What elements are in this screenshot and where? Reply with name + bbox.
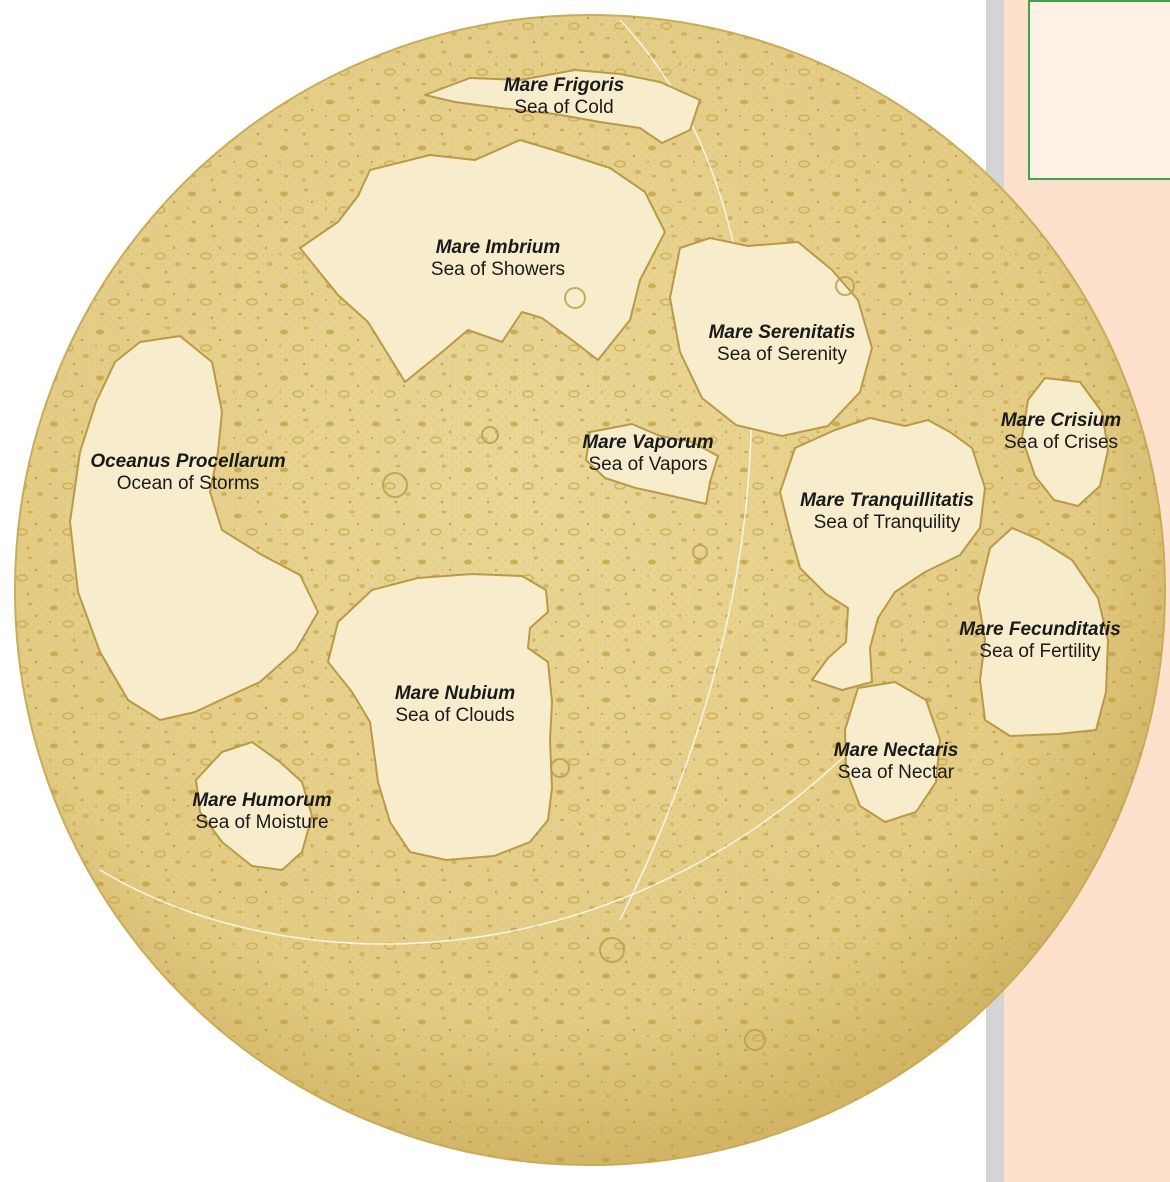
label-mare-serenitatis: Mare Serenitatis Sea of Serenity [709, 322, 856, 366]
label-english: Sea of Nectar [837, 762, 955, 783]
label-latin: Mare Serenitatis [708, 322, 856, 343]
label-mare-fecunditatis: Mare Fecunditatis Sea of Fertility [959, 619, 1121, 663]
label-mare-humorum: Mare Humorum Sea of Moisture [192, 790, 331, 834]
latitude-arc [99, 719, 881, 945]
label-latin: Oceanus Procellarum [90, 451, 286, 472]
label-mare-vaporum: Mare Vaporum Sea of Vapors [582, 432, 713, 476]
label-oceanus-procellarum: Oceanus Procellarum Ocean of Storms [90, 451, 285, 495]
label-latin: Mare Imbrium [435, 237, 561, 258]
label-english: Sea of Serenity [717, 344, 847, 365]
mare-tranquillitatis-region [779, 417, 986, 691]
label-latin: Mare Fecunditatis [959, 619, 1121, 640]
label-english: Sea of Tranquility [813, 512, 961, 533]
label-latin: Mare Humorum [192, 790, 332, 811]
label-english: Sea of Fertility [979, 641, 1101, 662]
label-mare-frigoris: Mare Frigoris Sea of Cold [504, 75, 624, 119]
label-mare-tranquillitatis: Mare Tranquillitatis Sea of Tranquility [800, 490, 974, 534]
mare-nectaris-region [844, 681, 941, 823]
label-latin: Mare Nectaris [833, 740, 959, 761]
mare-imbrium-region [299, 139, 666, 383]
label-mare-nubium: Mare Nubium Sea of Clouds [395, 683, 515, 727]
label-english: Sea of Moisture [195, 812, 329, 833]
label-english: Sea of Cold [514, 97, 614, 118]
label-latin: Mare Nubium [394, 683, 516, 704]
label-latin: Mare Vaporum [582, 432, 714, 453]
label-english: Sea of Showers [430, 259, 566, 280]
mare-humorum-region [195, 741, 313, 871]
mare-vaporum-region [585, 423, 719, 505]
mare-fecunditatis-region [977, 527, 1109, 737]
mare-nubium-region [327, 573, 553, 861]
label-mare-nectaris: Mare Nectaris Sea of Nectar [834, 740, 959, 784]
label-latin: Mare Frigoris [503, 75, 625, 96]
label-english: Sea of Vapors [588, 454, 708, 475]
label-english: Sea of Clouds [395, 705, 515, 726]
mare-crisium-region [1021, 377, 1109, 507]
oceanus-procellarum-region [69, 335, 319, 721]
mare-serenitatis-region [669, 237, 873, 437]
label-mare-crisium: Mare Crisium Sea of Crises [1001, 410, 1121, 454]
mare-frigoris-region [424, 69, 701, 144]
crater-marks [382, 276, 855, 1051]
label-english: Ocean of Storms [116, 473, 260, 494]
label-latin: Mare Tranquillitatis [800, 490, 974, 511]
label-latin: Mare Crisium [1000, 410, 1122, 431]
inset-box [1028, 0, 1170, 180]
label-mare-imbrium: Mare Imbrium Sea of Showers [431, 237, 565, 281]
label-english: Sea of Crises [1003, 432, 1119, 453]
